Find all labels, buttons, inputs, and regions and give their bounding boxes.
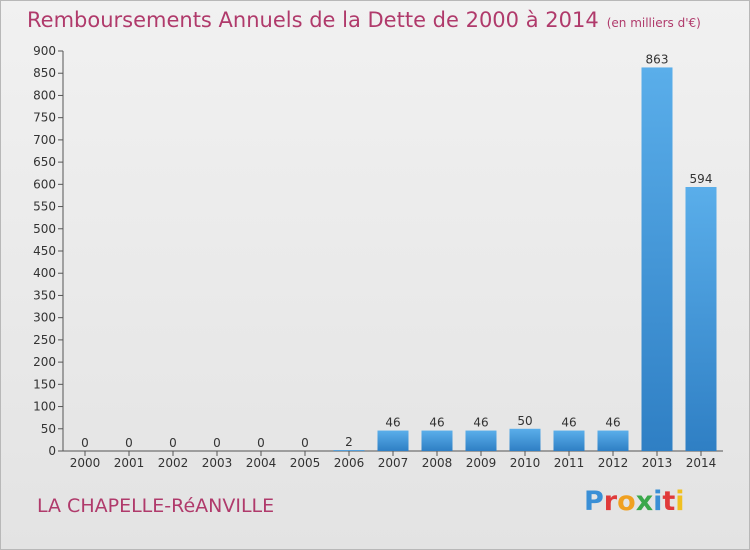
x-tick-label: 2001 xyxy=(114,456,145,470)
y-tick-label: 0 xyxy=(48,444,56,458)
y-tick-label: 850 xyxy=(33,66,56,80)
bar-value-label: 0 xyxy=(213,436,221,450)
bar xyxy=(377,430,409,451)
x-tick-label: 2014 xyxy=(686,456,717,470)
x-tick-label: 2011 xyxy=(554,456,585,470)
bar xyxy=(465,430,497,451)
x-tick-label: 2003 xyxy=(202,456,233,470)
bar-value-label: 0 xyxy=(301,436,309,450)
y-tick-label: 200 xyxy=(33,355,56,369)
x-tick-label: 2013 xyxy=(642,456,673,470)
y-tick-label: 350 xyxy=(33,288,56,302)
chart-title: Remboursements Annuels de la Dette de 20… xyxy=(27,8,701,32)
y-tick-label: 250 xyxy=(33,333,56,347)
x-tick-label: 2000 xyxy=(70,456,101,470)
chart-labels: 0 0 0 0 0 0 2 46 46 46 50 46 46 863 594 xyxy=(81,52,712,450)
x-tick-label: 2009 xyxy=(466,456,497,470)
bar xyxy=(333,450,365,451)
bar-value-label: 2 xyxy=(345,435,353,449)
y-tick-label: 450 xyxy=(33,244,56,258)
logo-letter: x xyxy=(635,486,654,517)
y-tick-label: 150 xyxy=(33,377,56,391)
y-tick-label: 900 xyxy=(33,44,56,58)
y-tick-label: 600 xyxy=(33,177,56,191)
proxiti-logo: Proxiti xyxy=(584,486,685,517)
x-tick-label: 2008 xyxy=(422,456,453,470)
place-name: LA CHAPELLE-RéANVILLE xyxy=(37,495,275,517)
logo-letter: P xyxy=(584,486,604,517)
chart-unit: (en milliers d'€) xyxy=(606,16,701,30)
chart-title-text: Remboursements Annuels de la Dette de 20… xyxy=(27,8,599,32)
bar xyxy=(509,428,541,451)
logo-letter: t xyxy=(662,486,676,517)
y-tick-label: 800 xyxy=(33,88,56,102)
bar-value-label: 0 xyxy=(257,436,265,450)
bar xyxy=(597,430,629,451)
chart-bars xyxy=(333,67,717,451)
bar-value-label: 0 xyxy=(81,436,89,450)
bar-value-label: 863 xyxy=(646,52,669,66)
bar xyxy=(685,187,717,451)
bar xyxy=(553,430,585,451)
x-tick-label: 2005 xyxy=(290,456,321,470)
x-tick-label: 2010 xyxy=(510,456,541,470)
bar-value-label: 46 xyxy=(473,416,488,430)
bar xyxy=(641,67,673,451)
bar-value-label: 594 xyxy=(690,172,713,186)
y-tick-label: 700 xyxy=(33,133,56,147)
bar-value-label: 46 xyxy=(385,416,400,430)
bar-value-label: 0 xyxy=(169,436,177,450)
x-tick-label: 2004 xyxy=(246,456,277,470)
y-tick-label: 300 xyxy=(33,311,56,325)
x-tick-label: 2007 xyxy=(378,456,409,470)
logo-letter: i xyxy=(675,486,685,517)
bar-value-label: 46 xyxy=(605,416,620,430)
logo-letter: o xyxy=(617,486,636,517)
logo-letter: i xyxy=(653,486,663,517)
y-tick-label: 100 xyxy=(33,400,56,414)
bar-value-label: 0 xyxy=(125,436,133,450)
bar-value-label: 46 xyxy=(561,416,576,430)
logo-letter: r xyxy=(603,486,618,517)
y-tick-label: 750 xyxy=(33,111,56,125)
chart-axes: 0501001502002503003504004505005506006507… xyxy=(33,44,723,470)
y-tick-label: 400 xyxy=(33,266,56,280)
y-tick-label: 550 xyxy=(33,200,56,214)
y-tick-label: 500 xyxy=(33,222,56,236)
bar xyxy=(421,430,453,451)
bar-value-label: 46 xyxy=(429,416,444,430)
y-tick-label: 650 xyxy=(33,155,56,169)
x-tick-label: 2002 xyxy=(158,456,189,470)
bar-value-label: 50 xyxy=(517,414,532,428)
x-tick-label: 2006 xyxy=(334,456,365,470)
y-tick-label: 50 xyxy=(41,422,56,436)
x-tick-label: 2012 xyxy=(598,456,629,470)
